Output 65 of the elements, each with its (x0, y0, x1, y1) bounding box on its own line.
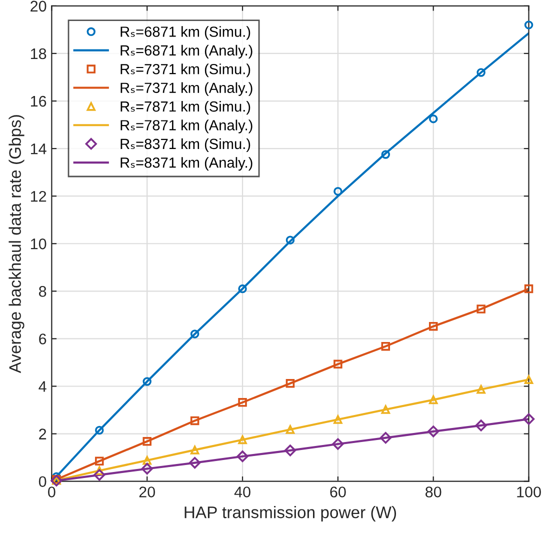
point (236, 450, 248, 462)
y-tick-label: 16 (30, 96, 46, 107)
point (284, 444, 296, 456)
x-tick-label: 80 (426, 486, 442, 498)
legend-label: Rₛ=7371 km (Analy.) (120, 82, 252, 96)
x-tick-label: 20 (139, 486, 155, 498)
point (188, 456, 201, 469)
point (334, 186, 342, 196)
y-axis-title: Average backhaul data rate (Gbps) (8, 115, 24, 374)
point (476, 384, 486, 394)
legend-label: Rₛ=6871 km (Analy.) (120, 44, 252, 58)
x-tick-label: 0 (48, 486, 56, 498)
y-tick-label: 18 (30, 48, 46, 60)
point (524, 375, 534, 384)
y-tick-label: 2 (39, 428, 46, 440)
x-tick-label: 60 (330, 486, 346, 498)
y-tick-label: 6 (39, 334, 46, 344)
point (142, 377, 152, 386)
y-tick-label: 4 (38, 381, 46, 392)
x-tick-label: 40 (234, 486, 250, 498)
legend-label: Rₛ=8371 km (Simu.) (120, 138, 250, 152)
y-tick-label: 8 (38, 286, 46, 297)
point (428, 114, 438, 124)
point (380, 432, 392, 444)
point (524, 20, 534, 30)
y-tick-label: 0 (38, 476, 46, 488)
point (381, 150, 390, 159)
point (190, 416, 200, 426)
point (190, 446, 200, 454)
point (286, 425, 295, 434)
point (286, 379, 295, 388)
legend-label: Rₛ=8371 km (Analy.) (120, 157, 252, 171)
point (334, 360, 342, 369)
point (190, 330, 200, 338)
point (238, 398, 247, 407)
point (476, 304, 486, 314)
point (428, 426, 440, 438)
legend-label: Rₛ=7871 km (Analy.) (120, 120, 252, 134)
point (141, 462, 153, 475)
point (238, 284, 247, 294)
y-tick-label: 12 (30, 190, 46, 202)
point (428, 395, 438, 404)
point (334, 415, 342, 424)
y-tick-label: 20 (30, 0, 46, 12)
point (524, 284, 534, 294)
point (476, 68, 486, 77)
point (95, 456, 104, 466)
point (94, 469, 106, 481)
point (381, 405, 390, 414)
legend-label: Rₛ=7371 km (Simu.) (120, 64, 250, 78)
point (381, 342, 390, 351)
legend-label: Rₛ=7871 km (Simu.) (120, 100, 250, 115)
point (522, 413, 535, 425)
point (95, 426, 104, 435)
point (238, 435, 247, 444)
y-tick-label: 10 (30, 238, 46, 250)
point (428, 322, 438, 331)
y-tick-label: 14 (30, 144, 46, 154)
legend-label: Rₛ=6871 km (Simu.) (120, 26, 250, 40)
point (286, 236, 295, 244)
point (475, 420, 487, 432)
x-axis-title: HAP transmission power (W) (184, 506, 396, 522)
point (332, 438, 344, 450)
x-tick-label: 100 (517, 486, 541, 498)
point (142, 437, 152, 446)
